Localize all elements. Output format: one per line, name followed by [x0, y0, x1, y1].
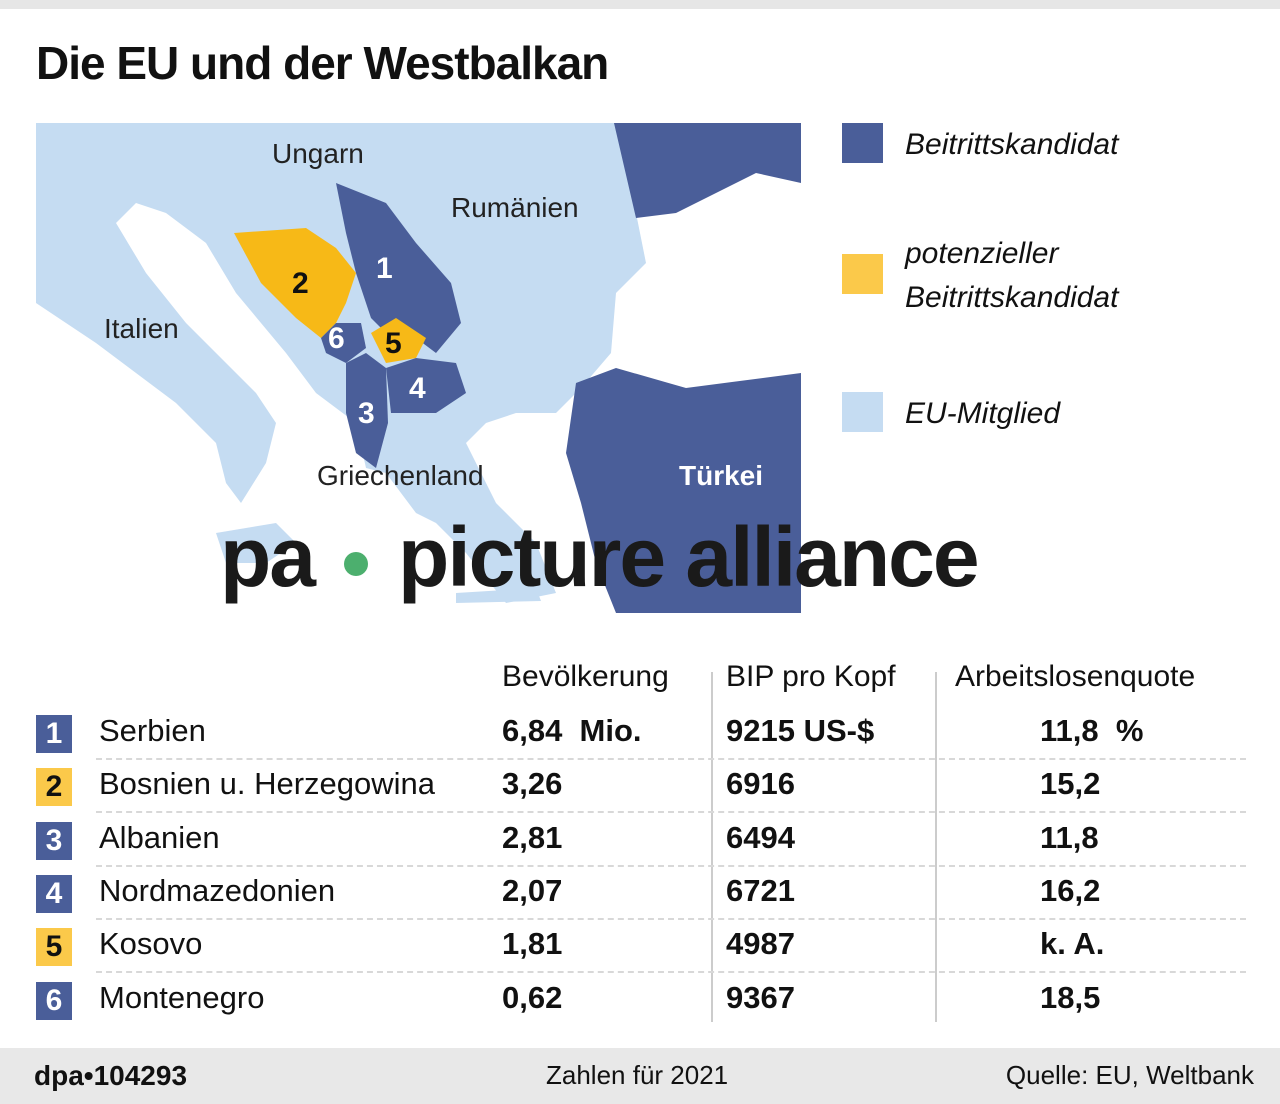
unemployment-value: 18,5 — [1040, 979, 1101, 1015]
map-number-5: 5 — [385, 327, 402, 360]
unemployment-value: 15,2 — [1040, 766, 1101, 802]
column-divider — [935, 672, 937, 1022]
footer-source: Quelle: EU, Weltbank — [1005, 1060, 1254, 1090]
gdp-value: 9367 — [726, 979, 795, 1015]
legend-eu: EU-Mitglied — [842, 392, 1060, 436]
map-number-3: 3 — [358, 397, 375, 430]
country-name: Kosovo — [99, 926, 203, 962]
gdp-value: 6494 — [726, 819, 795, 855]
country-name: Albanien — [99, 819, 220, 855]
table-row: 2 Bosnien u. Herzegowina 3,26 6916 15,2 — [36, 760, 1246, 814]
unemployment-value: 11,8 — [1040, 819, 1099, 855]
row-number-badge: 4 — [36, 874, 72, 913]
table-row: 5 Kosovo 1,81 4987 k. A. — [36, 920, 1246, 974]
legend-label: potenzieller — [905, 237, 1059, 270]
label-rumaenien: Rumänien — [451, 192, 579, 223]
row-number-badge: 6 — [36, 981, 72, 1020]
country-name: Montenegro — [99, 979, 265, 1015]
legend-label: Beitrittskandidat — [905, 128, 1119, 161]
unemployment-value: k. A. — [1040, 926, 1105, 962]
row-number-badge: 3 — [36, 821, 72, 860]
row-divider — [96, 864, 1246, 867]
balkan-map: Ungarn Rumänien Italien Griechenland Tür… — [36, 123, 801, 613]
label-italien: Italien — [104, 313, 179, 344]
watermark: pa picture alliance — [220, 510, 980, 604]
eu-land — [36, 123, 646, 603]
footer: dpa•104293 Zahlen für 2021 Quelle: EU, W… — [0, 1048, 1280, 1104]
population-value: 0,62 — [502, 979, 563, 1015]
legend-label: Beitrittskandidat — [905, 281, 1119, 314]
population-value: 6,84 Mio. — [502, 713, 642, 748]
header-gdp: BIP pro Kopf — [726, 660, 896, 693]
gdp-value: 6916 — [726, 766, 795, 802]
ukraine-moldova-shape — [614, 123, 801, 218]
top-bar — [0, 0, 1280, 9]
map-number-1: 1 — [376, 252, 393, 285]
header-unemployment: Arbeitslosenquote — [955, 660, 1196, 693]
country-name: Bosnien u. Herzegowina — [99, 766, 436, 802]
eu-land-crete — [456, 588, 541, 603]
map-number-2: 2 — [292, 267, 309, 300]
gdp-value: 6721 — [726, 872, 795, 908]
row-number-badge: 2 — [36, 768, 72, 807]
unemployment-value: 11,8 % — [1040, 713, 1144, 748]
column-divider — [711, 672, 713, 1022]
table-row: 6 Montenegro 0,62 9367 18,5 — [36, 974, 1246, 1027]
population-value: 2,81 — [502, 819, 563, 855]
header-population: Bevölkerung — [502, 660, 669, 693]
label-tuerkei: Türkei — [679, 460, 763, 491]
serbia-shape — [336, 183, 461, 353]
dpa-id: dpa•104293 — [34, 1060, 188, 1091]
table-row: 1 Serbien 6,84 Mio. 9215 US-$ 11,8 % — [36, 707, 1246, 760]
row-divider — [96, 811, 1246, 814]
albania-shape — [346, 353, 388, 468]
population-value: 2,07 — [502, 872, 563, 908]
label-ungarn: Ungarn — [272, 138, 364, 169]
population-value: 1,81 — [502, 926, 563, 962]
table-row: 3 Albanien 2,81 6494 11,8 — [36, 814, 1246, 867]
gdp-value: 9215 US-$ — [726, 713, 875, 748]
footer-note: Zahlen für 2021 — [546, 1060, 729, 1090]
tuerkei-shape — [566, 368, 801, 613]
legend-swatch-potential — [842, 254, 883, 294]
eu-land-sicily — [216, 523, 296, 563]
table-row: 4 Nordmazedonien 2,07 6721 16,2 — [36, 867, 1246, 920]
map-number-6: 6 — [328, 322, 345, 355]
row-divider — [96, 971, 1246, 974]
legend-swatch-candidate — [842, 123, 883, 163]
label-griechenland: Griechenland — [317, 460, 484, 491]
row-divider — [96, 758, 1246, 760]
country-name: Serbien — [99, 713, 206, 748]
montenegro-shape — [321, 323, 366, 363]
legend-potential: potenzieller Beitrittskandidat — [842, 232, 1118, 320]
legend-label: EU-Mitglied — [905, 397, 1061, 430]
bosnia-shape — [234, 228, 356, 338]
unemployment-value: 16,2 — [1040, 872, 1101, 908]
country-name: Nordmazedonien — [99, 872, 336, 908]
row-number-badge: 5 — [36, 928, 72, 967]
row-divider — [96, 917, 1246, 920]
page-title: Die EU und der Westbalkan — [36, 37, 609, 89]
kosovo-shape — [371, 318, 426, 363]
legend-swatch-eu — [842, 392, 883, 432]
macedonia-shape — [386, 358, 466, 413]
gdp-value: 4987 — [726, 926, 795, 962]
map-number-4: 4 — [409, 372, 426, 405]
population-value: 3,26 — [502, 766, 563, 802]
row-number-badge: 1 — [36, 715, 72, 753]
legend-candidate: Beitrittskandidat — [842, 123, 1118, 167]
